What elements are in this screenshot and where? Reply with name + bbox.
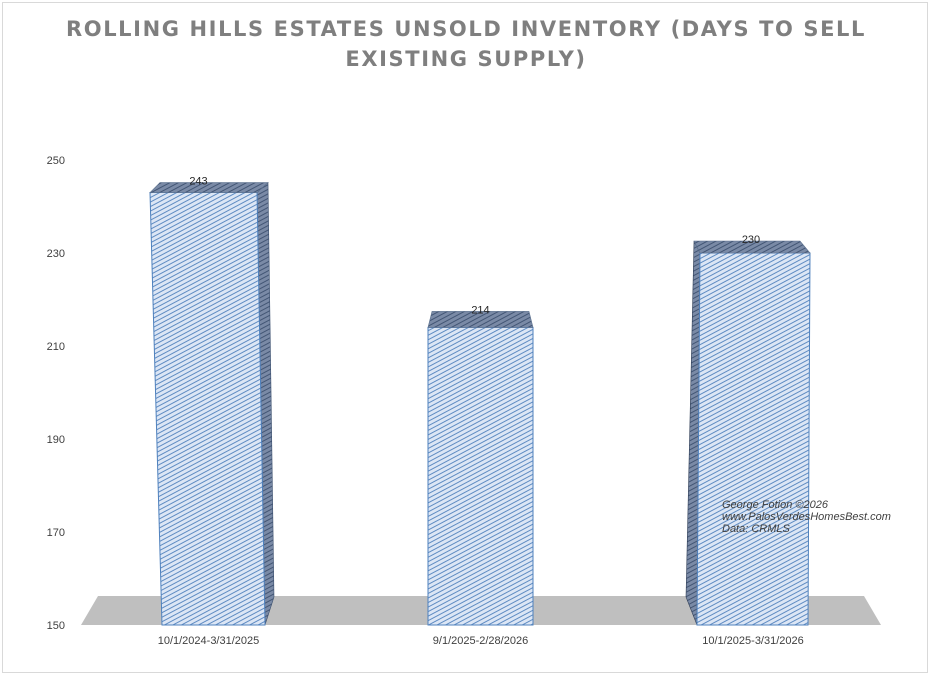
bar-front-face xyxy=(427,326,534,626)
y-tick-label: 150 xyxy=(47,620,65,632)
y-axis-ticks: 250 230 210 190 170 150 xyxy=(47,155,65,632)
bar-1: 243 xyxy=(149,176,275,626)
chart-title-line-2: EXISTING SUPPLY) xyxy=(345,47,587,71)
bar-2: 214 xyxy=(427,304,534,626)
source-annotation: George Fotion ©2026 www.PalosVerdesHomes… xyxy=(722,499,891,535)
annotation-line-source: Data: CRMLS xyxy=(722,523,790,535)
bar-3: 230 xyxy=(685,234,811,626)
chart-title-line-1: ROLLING HILLS ESTATES UNSOLD INVENTORY (… xyxy=(65,17,867,41)
annotation-line-author: George Fotion ©2026 xyxy=(722,499,828,511)
bar-top-face xyxy=(693,240,811,254)
bar-top-face xyxy=(149,182,269,193)
bars: 243 214 230 xyxy=(149,176,811,626)
y-tick-label: 190 xyxy=(47,434,65,446)
data-label: 214 xyxy=(471,304,489,316)
bar-front-face xyxy=(696,252,811,626)
data-label: 243 xyxy=(189,176,207,188)
x-category-label: 10/1/2024-3/31/2025 xyxy=(158,635,260,647)
annotation-line-website: www.PalosVerdesHomesBest.com xyxy=(722,511,891,523)
y-tick-label: 170 xyxy=(47,527,65,539)
x-category-label: 10/1/2025-3/31/2026 xyxy=(702,635,804,647)
x-category-label: 9/1/2025-2/28/2026 xyxy=(433,635,528,647)
data-label: 230 xyxy=(742,234,760,246)
y-tick-label: 210 xyxy=(47,341,65,353)
y-tick-label: 250 xyxy=(47,155,65,167)
chart-title: ROLLING HILLS ESTATES UNSOLD INVENTORY (… xyxy=(0,14,932,74)
bar-front-face xyxy=(149,192,266,626)
x-axis-categories: 10/1/2024-3/31/2025 9/1/2025-2/28/2026 10/… xyxy=(158,635,804,647)
bar-top-face xyxy=(427,311,534,328)
y-tick-label: 230 xyxy=(47,248,65,260)
